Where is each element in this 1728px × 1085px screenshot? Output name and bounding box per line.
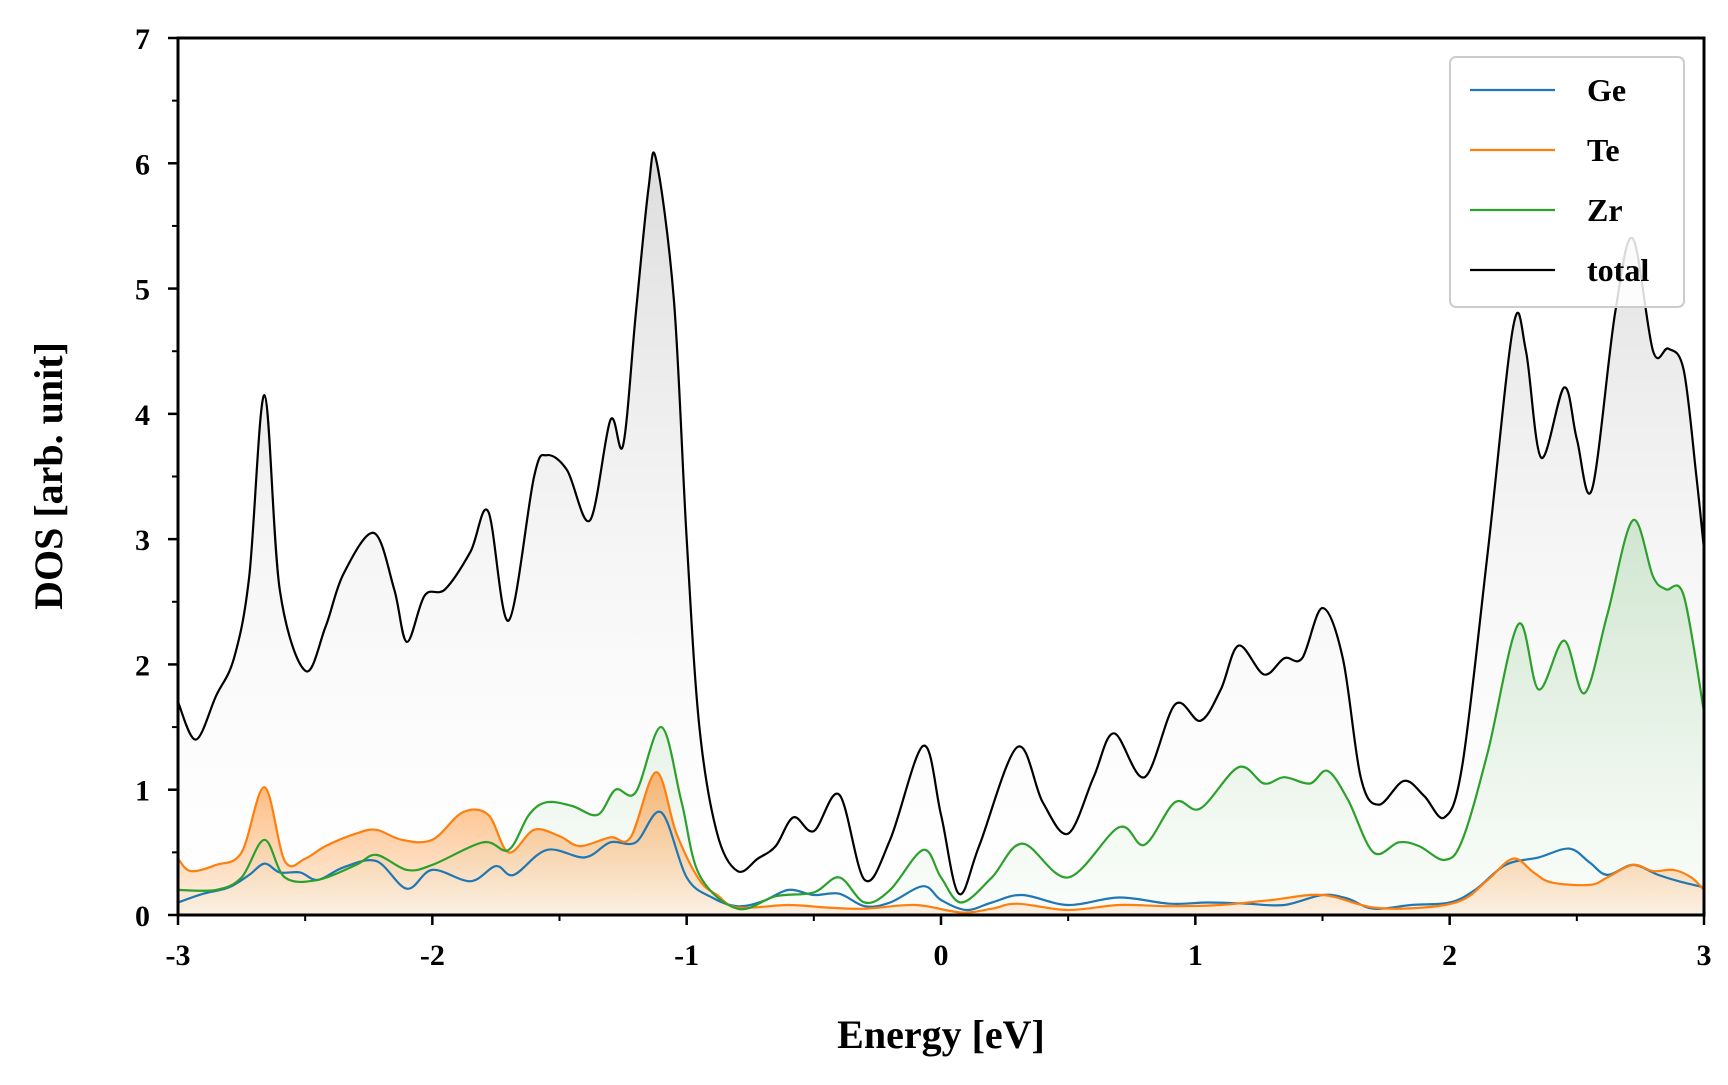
y-tick-label: 6 <box>135 148 150 181</box>
series-line-te <box>178 771 1704 914</box>
area-fill-total <box>178 152 1704 915</box>
legend: Ge Te Zr total <box>1449 56 1685 308</box>
y-tick-label: 0 <box>135 900 150 933</box>
legend-label-te: Te <box>1587 132 1620 168</box>
legend-label-zr: Zr <box>1587 192 1623 228</box>
x-tick-label: 2 <box>1442 939 1457 972</box>
x-tick-label: -2 <box>420 939 445 972</box>
y-tick-label: 1 <box>135 775 150 808</box>
x-axis-label: Energy [eV] <box>837 1012 1045 1057</box>
series-line-zr <box>178 519 1704 911</box>
series-line-ge <box>178 810 1704 912</box>
y-tick-label: 2 <box>135 649 150 682</box>
y-tick-label: 5 <box>135 274 150 307</box>
y-tick-label: 7 <box>135 23 150 56</box>
area-fill-zr <box>178 519 1704 915</box>
legend-box <box>1449 56 1685 308</box>
legend-label-total: total <box>1587 252 1649 288</box>
legend-label-ge: Ge <box>1587 72 1626 108</box>
x-tick-label: -1 <box>674 939 699 972</box>
y-tick-label: 3 <box>135 524 150 557</box>
x-tick-label: 0 <box>934 939 949 972</box>
area-fill-te <box>178 772 1704 915</box>
y-tick-label: 4 <box>135 399 150 432</box>
series-line-total <box>178 151 1704 896</box>
x-tick-label: -3 <box>166 939 191 972</box>
y-axis-label: DOS [arb. unit] <box>26 342 71 610</box>
x-tick-label: 3 <box>1697 939 1712 972</box>
x-tick-label: 1 <box>1188 939 1203 972</box>
